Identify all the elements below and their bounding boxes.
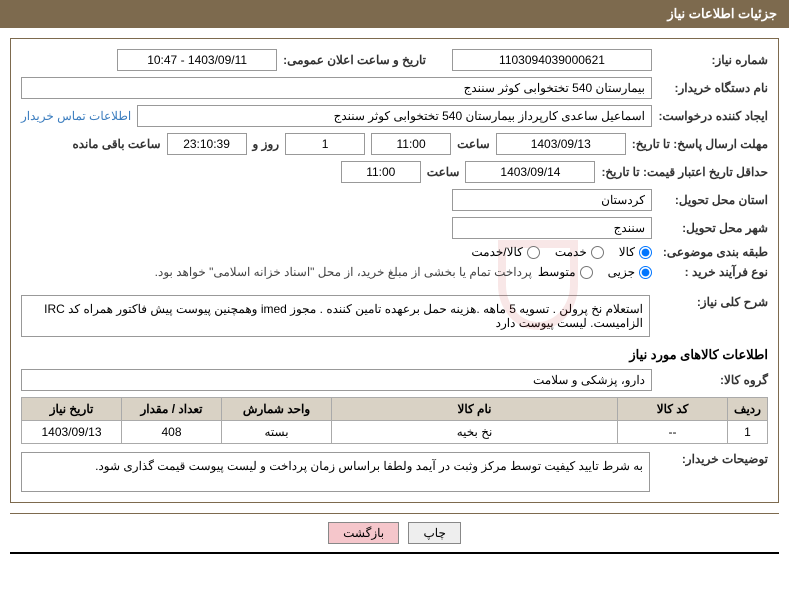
header-title: جزئیات اطلاعات نیاز — [667, 6, 777, 21]
buyer-org-label: نام دستگاه خریدار: — [658, 81, 768, 95]
goods-group-value: دارو، پزشکی و سلامت — [21, 369, 652, 391]
days-value: 1 — [285, 133, 365, 155]
buyer-org-value: بیمارستان 540 تختخوابی کوثر سنندج — [21, 77, 652, 99]
items-table: ردیف کد کالا نام کالا واحد شمارش تعداد /… — [21, 397, 768, 444]
cell-qty: 408 — [122, 421, 222, 444]
radio-service[interactable]: خدمت — [555, 245, 604, 259]
radio-goods[interactable]: کالا — [619, 245, 652, 259]
hour-label-2: ساعت — [427, 165, 460, 179]
button-row: چاپ بازگشت — [0, 514, 789, 552]
remain-label: ساعت باقی مانده — [72, 137, 160, 151]
th-unit: واحد شمارش — [222, 398, 332, 421]
price-date-value: 1403/09/14 — [465, 161, 595, 183]
cell-unit: بسته — [222, 421, 332, 444]
back-button[interactable]: بازگشت — [328, 522, 399, 544]
summary-box: استعلام نخ پرولن . تسویه 5 ماهه .هزینه ح… — [21, 295, 650, 337]
cell-code: -- — [618, 421, 728, 444]
price-validity-label: حداقل تاریخ اعتبار قیمت: تا تاریخ: — [601, 165, 768, 179]
radio-medium-input[interactable] — [580, 266, 593, 279]
items-section-title: اطلاعات کالاهای مورد نیاز — [21, 347, 768, 363]
process-note: پرداخت تمام یا بخشی از مبلغ خرید، از محل… — [155, 265, 532, 279]
need-no-value: 1103094039000621 — [452, 49, 652, 71]
th-qty: تعداد / مقدار — [122, 398, 222, 421]
delivery-city-value: سنندج — [452, 217, 652, 239]
summary-label: شرح کلی نیاز: — [658, 295, 768, 309]
price-hour-value: 11:00 — [341, 161, 421, 183]
hour-label-1: ساعت — [457, 137, 490, 151]
category-label: طبقه بندی موضوعی: — [658, 245, 768, 259]
days-label: روز و — [253, 137, 280, 151]
radio-goods-service[interactable]: کالا/خدمت — [471, 245, 539, 259]
radio-goods-service-input[interactable] — [527, 246, 540, 259]
process-radio-group: جزیی متوسط — [538, 265, 652, 279]
radio-partial-input[interactable] — [639, 266, 652, 279]
main-frame: شماره نیاز: 1103094039000621 تاریخ و ساع… — [10, 38, 779, 503]
buyer-desc-box: به شرط تایید کیفیت توسط مرکز وثبت در آیم… — [21, 452, 650, 492]
radio-service-input[interactable] — [591, 246, 604, 259]
goods-group-label: گروه کالا: — [658, 373, 768, 387]
th-date: تاریخ نیاز — [22, 398, 122, 421]
table-row: 1 -- نخ بخیه بسته 408 1403/09/13 — [22, 421, 768, 444]
requester-label: ایجاد کننده درخواست: — [658, 109, 768, 123]
cell-name: نخ بخیه — [332, 421, 618, 444]
buyer-desc-label: توضیحات خریدار: — [658, 452, 768, 466]
radio-partial[interactable]: جزیی — [608, 265, 652, 279]
th-row: ردیف — [728, 398, 768, 421]
resp-hour-value: 11:00 — [371, 133, 451, 155]
remain-time-value: 23:10:39 — [167, 133, 247, 155]
bottom-border — [10, 552, 779, 554]
contact-link[interactable]: اطلاعات تماس خریدار — [21, 109, 131, 123]
resp-date-value: 1403/09/13 — [496, 133, 626, 155]
category-radio-group: کالا خدمت کالا/خدمت — [471, 245, 652, 259]
delivery-city-label: شهر محل تحویل: — [658, 221, 768, 235]
radio-medium[interactable]: متوسط — [538, 265, 593, 279]
th-code: کد کالا — [618, 398, 728, 421]
need-no-label: شماره نیاز: — [658, 53, 768, 67]
delivery-prov-value: کردستان — [452, 189, 652, 211]
announce-label: تاریخ و ساعت اعلان عمومی: — [283, 53, 426, 67]
cell-row: 1 — [728, 421, 768, 444]
print-button[interactable]: چاپ — [408, 522, 460, 544]
announce-value: 1403/09/11 - 10:47 — [117, 49, 277, 71]
radio-goods-input[interactable] — [639, 246, 652, 259]
resp-deadline-label: مهلت ارسال پاسخ: تا تاریخ: — [632, 137, 768, 151]
th-name: نام کالا — [332, 398, 618, 421]
requester-value: اسماعیل ساعدی کارپرداز بیمارستان 540 تخت… — [137, 105, 652, 127]
header-bar: جزئیات اطلاعات نیاز — [0, 0, 789, 28]
process-label: نوع فرآیند خرید : — [658, 265, 768, 279]
cell-date: 1403/09/13 — [22, 421, 122, 444]
delivery-prov-label: استان محل تحویل: — [658, 193, 768, 207]
